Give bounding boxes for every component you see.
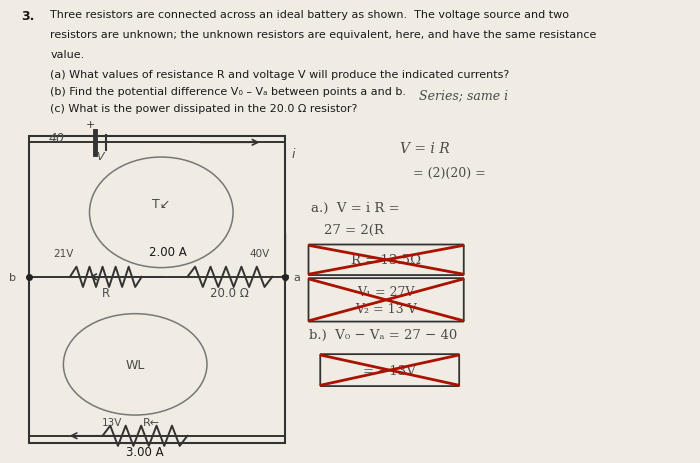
Text: 3.: 3. [21,10,34,23]
Text: 27 = 2(R: 27 = 2(R [325,224,384,237]
Text: 21V: 21V [53,249,74,259]
Text: 40: 40 [48,132,64,145]
Text: value.: value. [50,50,85,60]
FancyBboxPatch shape [321,354,459,386]
Text: resistors are unknown; the unknown resistors are equivalent, here, and have the : resistors are unknown; the unknown resis… [50,30,596,40]
Text: R: R [102,286,110,299]
Text: Three resistors are connected across an ideal battery as shown.  The voltage sou: Three resistors are connected across an … [50,10,569,19]
Text: 13V: 13V [102,418,122,427]
Text: 2.00 A: 2.00 A [149,246,187,259]
Text: 40V: 40V [249,249,270,259]
Text: a.)  V = i R =: a.) V = i R = [312,201,400,214]
Text: +: + [86,120,96,130]
Text: V: V [96,151,104,161]
Text: V₁ = 27V: V₁ = 27V [358,286,415,299]
Text: 3.00 A: 3.00 A [126,445,164,458]
Text: (b) Find the potential difference V₀ – Vₐ between points a and b.: (b) Find the potential difference V₀ – V… [50,87,406,96]
Text: a: a [293,272,300,282]
Text: i: i [292,148,295,161]
Text: WL: WL [125,358,145,371]
Text: = −13V: = −13V [363,364,416,377]
FancyBboxPatch shape [309,279,464,322]
Text: Series; same i: Series; same i [419,89,508,102]
Text: b: b [9,272,16,282]
Text: (a) What values of resistance R and voltage V will produce the indicated current: (a) What values of resistance R and volt… [50,69,510,80]
Text: V = i R: V = i R [400,142,449,156]
Bar [29,137,286,443]
FancyBboxPatch shape [309,245,464,275]
Text: T↙: T↙ [152,197,170,210]
Text: b.)  V₀ − Vₐ = 27 − 40: b.) V₀ − Vₐ = 27 − 40 [309,328,458,341]
Text: R←: R← [143,418,160,427]
Text: R = 13.5Ω: R = 13.5Ω [351,254,421,267]
Text: 20.0 Ω: 20.0 Ω [211,286,249,299]
Text: V₂ = 13 V: V₂ = 13 V [356,303,417,316]
Text: = (2)(20) =: = (2)(20) = [412,167,485,180]
Text: (c) What is the power dissipated in the 20.0 Ω resistor?: (c) What is the power dissipated in the … [50,103,358,113]
